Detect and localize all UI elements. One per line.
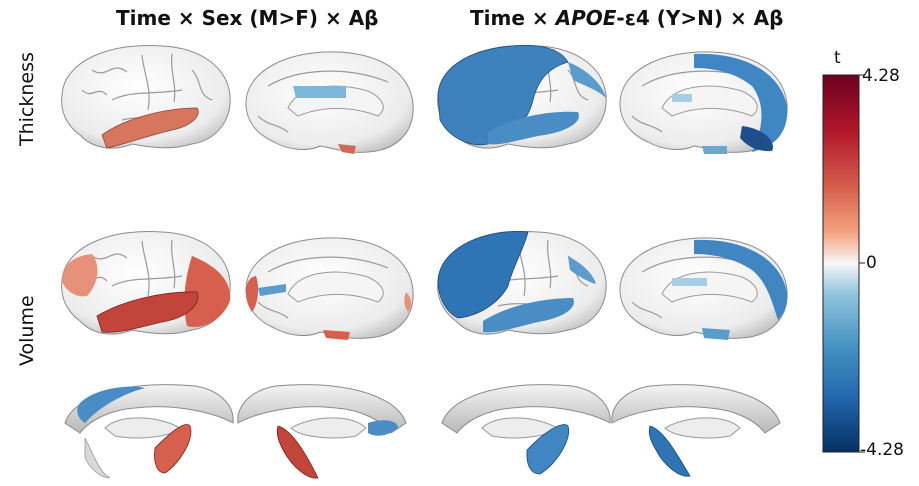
subcortical-apoe-right xyxy=(611,384,781,477)
thickness-sex-lateral xyxy=(61,44,231,149)
title-apoe: Time × APOE-ε4 (Y>N) × Aβ xyxy=(470,6,783,30)
colorbar-title: t xyxy=(834,48,841,68)
thickness-sex-medial xyxy=(245,51,414,154)
title-apoe-gene: APOE xyxy=(555,6,617,30)
volume-sex-lateral xyxy=(61,230,231,335)
colorbar xyxy=(822,74,860,453)
title-sex: Time × Sex (M>F) × Aβ xyxy=(116,6,379,30)
subcortical-sex-right xyxy=(237,384,407,479)
title-apoe-prefix: Time × xyxy=(470,6,556,30)
subcortical-sex-left xyxy=(64,384,234,479)
volume-apoe-lateral xyxy=(437,230,607,335)
volume-sex-medial xyxy=(245,237,414,340)
title-apoe-suffix: -ε4 (Y>N) × Aβ xyxy=(616,6,784,30)
thickness-apoe-lateral xyxy=(437,44,607,149)
volume-apoe-medial xyxy=(619,237,788,340)
colorbar-min-label: -4.28 xyxy=(860,440,904,460)
thickness-apoe-medial xyxy=(619,51,788,154)
colorbar-max-label: 4.28 xyxy=(862,66,900,86)
colorbar-mid-label: 0 xyxy=(866,253,877,273)
subcortical-apoe-left xyxy=(441,384,611,475)
